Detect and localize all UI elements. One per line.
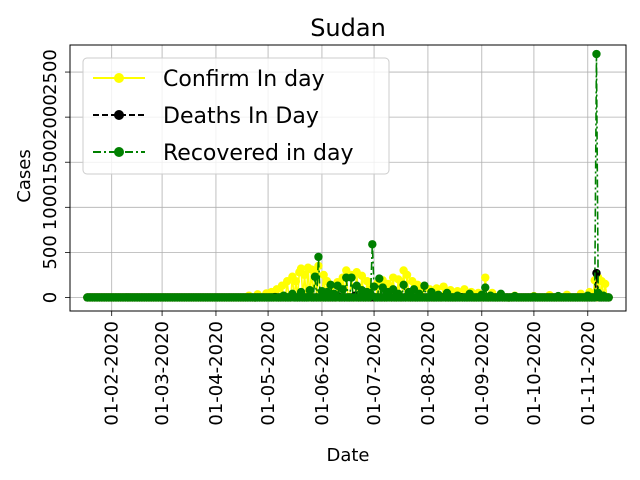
y-tick-label: 1500 xyxy=(40,139,61,185)
data-point xyxy=(296,264,306,273)
data-point xyxy=(399,280,408,290)
legend-item: Recovered in day xyxy=(93,141,354,166)
data-point xyxy=(481,283,490,292)
x-tick-label: 01-09-2020 xyxy=(472,321,493,426)
x-tick-label: 01-02-2020 xyxy=(102,321,123,426)
series-layer xyxy=(83,49,613,302)
data-point xyxy=(300,270,309,280)
y-axis-label: Cases xyxy=(14,149,35,202)
data-point xyxy=(362,277,372,286)
legend-item: Confirm In day xyxy=(93,67,325,92)
data-point xyxy=(592,49,601,59)
data-point xyxy=(394,275,403,284)
plot-frame xyxy=(69,44,627,312)
data-point xyxy=(439,282,448,291)
data-point xyxy=(326,280,335,290)
data-point xyxy=(314,252,323,262)
x-tick-label: 01-11-2020 xyxy=(578,321,599,426)
data-point xyxy=(310,272,320,281)
y-tick-label: 500 xyxy=(40,235,61,269)
data-point xyxy=(338,285,347,294)
data-point xyxy=(305,286,314,295)
y-tick-label: 1000 xyxy=(40,184,61,230)
x-tick-label: 01-08-2020 xyxy=(418,321,439,426)
x-tick-label: 01-03-2020 xyxy=(152,321,173,426)
data-point xyxy=(347,273,356,282)
legend-label: Deaths In Day xyxy=(163,104,319,129)
data-point xyxy=(600,279,610,289)
legend: Confirm In day Deaths In Day Recovered in … xyxy=(82,57,390,175)
chart-title: Sudan xyxy=(310,14,386,42)
data-point xyxy=(369,282,379,291)
data-point xyxy=(291,277,301,286)
data-point xyxy=(592,268,601,278)
axis-ticks: 01-02-2020 01-03-2020 01-04-2020 01-05-2020… xyxy=(40,49,599,425)
legend-swatch-marker xyxy=(114,147,124,157)
x-tick-label: 01-06-2020 xyxy=(312,321,333,426)
legend-item: Deaths In Day xyxy=(93,104,319,129)
legend-label: Confirm In day xyxy=(163,67,325,92)
data-point xyxy=(402,270,412,280)
data-point xyxy=(481,273,490,282)
y-tick-label: 0 xyxy=(40,292,61,303)
legend-box xyxy=(82,57,390,175)
data-point xyxy=(357,271,367,281)
x-tick-label: 01-07-2020 xyxy=(364,321,385,426)
legend-label: Recovered in day xyxy=(163,141,354,166)
x-tick-label: 01-10-2020 xyxy=(524,321,545,426)
data-point xyxy=(604,293,613,302)
data-point xyxy=(375,274,384,283)
x-tick-label: 01-04-2020 xyxy=(206,321,227,426)
x-tick-label: 01-05-2020 xyxy=(258,321,279,426)
data-point xyxy=(368,240,377,249)
y-tick-label: 2500 xyxy=(40,49,61,95)
data-point xyxy=(319,270,328,280)
legend-swatch-marker xyxy=(114,110,124,120)
data-point xyxy=(420,281,429,290)
y-tick-label: 2000 xyxy=(40,94,61,140)
x-axis-label: Date xyxy=(326,445,369,466)
series-3 xyxy=(83,49,613,302)
legend-swatch-marker xyxy=(114,73,124,83)
